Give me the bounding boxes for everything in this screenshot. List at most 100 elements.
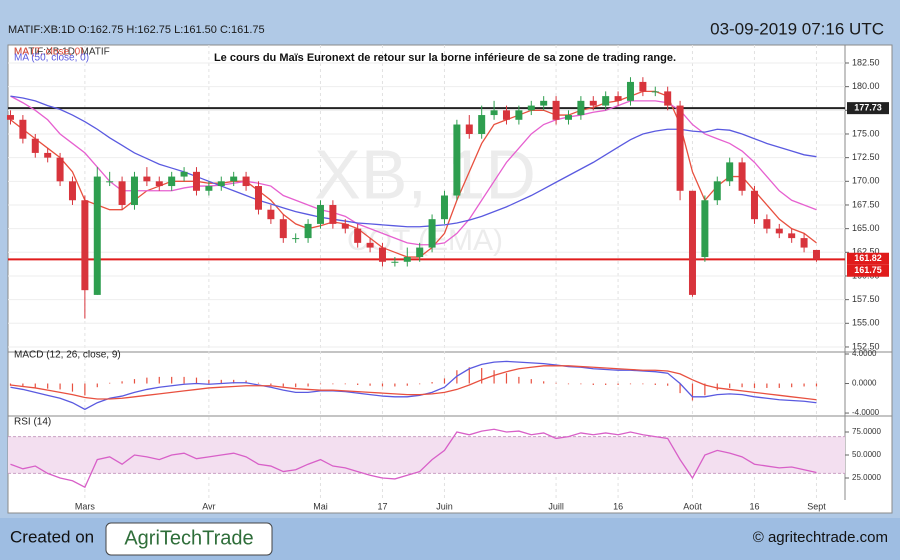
histogram-bar [233,379,235,384]
x-tick-label: Mai [313,501,328,511]
y-tick-label: -4.0000 [852,408,880,417]
histogram-bar [84,383,86,396]
candle-body [465,124,473,134]
candle-body [254,186,262,210]
candle-body [664,91,672,106]
candle-body [812,249,820,260]
histogram-bar [307,383,309,387]
histogram-bar [493,370,495,384]
candle-body [639,81,647,92]
histogram-bar [208,379,210,384]
candle-body [713,181,721,201]
histogram-bar [344,383,346,385]
candle-body [31,138,39,153]
watermark: XB, 1D [314,135,536,213]
histogram-bar [716,383,718,391]
y-tick-label: 157.50 [852,294,880,304]
y-tick-label: 165.00 [852,223,880,233]
histogram-bar [505,373,508,384]
histogram-bar [419,383,421,385]
price-label-box [847,252,889,265]
histogram-bar [133,379,136,384]
candle-body [515,110,523,120]
candle-body [763,219,771,229]
candle-body [267,209,275,220]
candle-body [56,157,64,182]
candle-body [19,119,27,139]
y-tick-label: 180.00 [852,81,880,91]
candle-body [230,176,238,182]
candle-body [651,91,659,93]
candle-body [118,181,126,205]
histogram-bar [667,383,669,386]
histogram-bar [245,380,247,384]
histogram-bar [567,383,570,385]
price-label: 161.82 [854,253,882,263]
candle-body [366,242,374,248]
histogram-bar [679,383,681,394]
candle-body [205,186,213,191]
candle-body [602,96,610,106]
candle-body [738,162,746,191]
histogram-bar [431,382,433,384]
histogram-bar [580,383,582,385]
candle-body [428,219,436,248]
y-tick-label: 170.00 [852,176,880,186]
histogram-bar [96,383,98,388]
x-tick-label: Sept [807,501,826,511]
histogram-bar [617,383,619,385]
histogram-bar [642,383,644,385]
price-label-box [847,264,889,277]
candle-body [614,96,622,101]
candle-body [391,261,399,263]
histogram-bar [195,377,198,384]
price-label-box [847,102,889,115]
chart-frame [7,44,893,514]
y-tick-label: 182.50 [852,57,880,67]
candle-body [341,223,349,229]
candle-body [502,110,510,120]
website: © agritechtrade.com [753,529,888,546]
histogram-bar [704,383,706,396]
histogram-bar [592,383,594,385]
candle-body [106,181,114,183]
y-tick-label: 0.0000 [852,379,877,388]
candle-body [775,228,783,234]
legend-entry: MA (50, close, 0) [14,53,89,64]
candle-body [329,204,337,224]
candle-body [143,176,151,182]
candle-body [130,176,138,205]
candle-body [242,176,250,187]
legend-entry: MA (7, close, 0) [14,47,83,58]
y-tick-label: 167.50 [852,199,880,209]
y-tick-label: 50.0000 [852,450,881,459]
histogram-bar [766,383,768,388]
histogram-bar [332,383,334,385]
candle-body [626,81,634,101]
candle-body [726,162,734,182]
candle-body [416,247,424,258]
candle-body [540,100,548,106]
y-tick-label: 4.0000 [852,349,877,358]
x-tick-label: Août [683,501,702,511]
annotation: Le cours du Maïs Euronext de retour sur … [214,52,676,64]
histogram-bar [803,383,805,387]
symbol-line: MATIF:XB:1D O:162.75 H:162.75 L:161.50 C… [8,24,265,36]
candle-body [292,238,300,240]
histogram-bar [109,382,111,384]
histogram-bar [319,383,322,385]
candle-body [304,223,312,239]
candle-body [577,100,585,116]
candle-body [478,115,486,134]
y-tick-label: 75.0000 [852,427,881,436]
histogram-bar [654,383,656,385]
histogram-bar [369,383,371,386]
histogram-bar [741,383,743,388]
histogram-bar [543,381,545,384]
y-tick-label: 175.00 [852,128,880,138]
candle-body [192,171,200,191]
histogram-bar [555,382,557,384]
histogram-bar [257,382,260,384]
histogram-bar [394,383,396,387]
